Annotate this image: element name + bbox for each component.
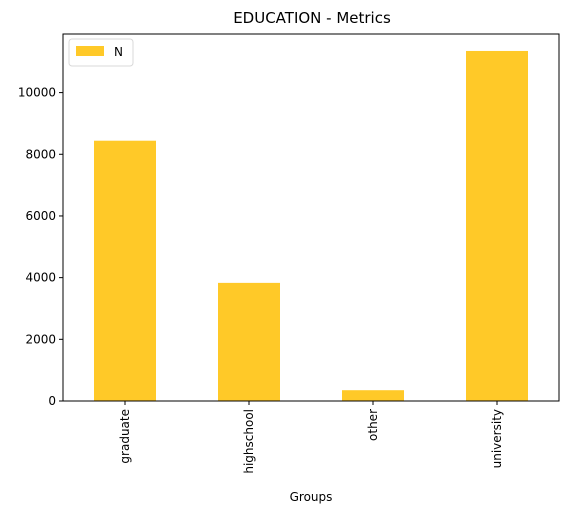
bar-highschool bbox=[218, 282, 280, 401]
plot-frame bbox=[62, 33, 560, 402]
legend-label: N bbox=[114, 45, 123, 59]
bar-graduate bbox=[94, 140, 156, 401]
y-tick-label: 2000 bbox=[25, 332, 56, 346]
legend: N bbox=[68, 38, 134, 67]
x-axis-ticks: graduate highschool other university bbox=[118, 401, 504, 474]
chart-title: EDUCATION - Metrics bbox=[233, 9, 391, 27]
x-axis-label: Groups bbox=[290, 490, 333, 504]
bar-university bbox=[466, 50, 528, 401]
legend-swatch bbox=[76, 46, 104, 56]
y-axis-ticks: 0 2000 4000 6000 8000 10000 bbox=[18, 86, 63, 408]
y-tick-label: 10000 bbox=[18, 86, 56, 100]
y-tick-label: 6000 bbox=[25, 209, 56, 223]
y-tick-label: 0 bbox=[48, 394, 56, 408]
x-tick-label-graduate: graduate bbox=[118, 409, 132, 464]
x-tick-label-highschool: highschool bbox=[242, 409, 256, 474]
bars-group bbox=[94, 50, 528, 401]
y-tick-label: 4000 bbox=[25, 271, 56, 285]
y-tick-label: 8000 bbox=[25, 147, 56, 161]
bar-other bbox=[342, 390, 404, 401]
x-tick-label-other: other bbox=[366, 409, 380, 441]
x-tick-label-university: university bbox=[490, 409, 504, 468]
